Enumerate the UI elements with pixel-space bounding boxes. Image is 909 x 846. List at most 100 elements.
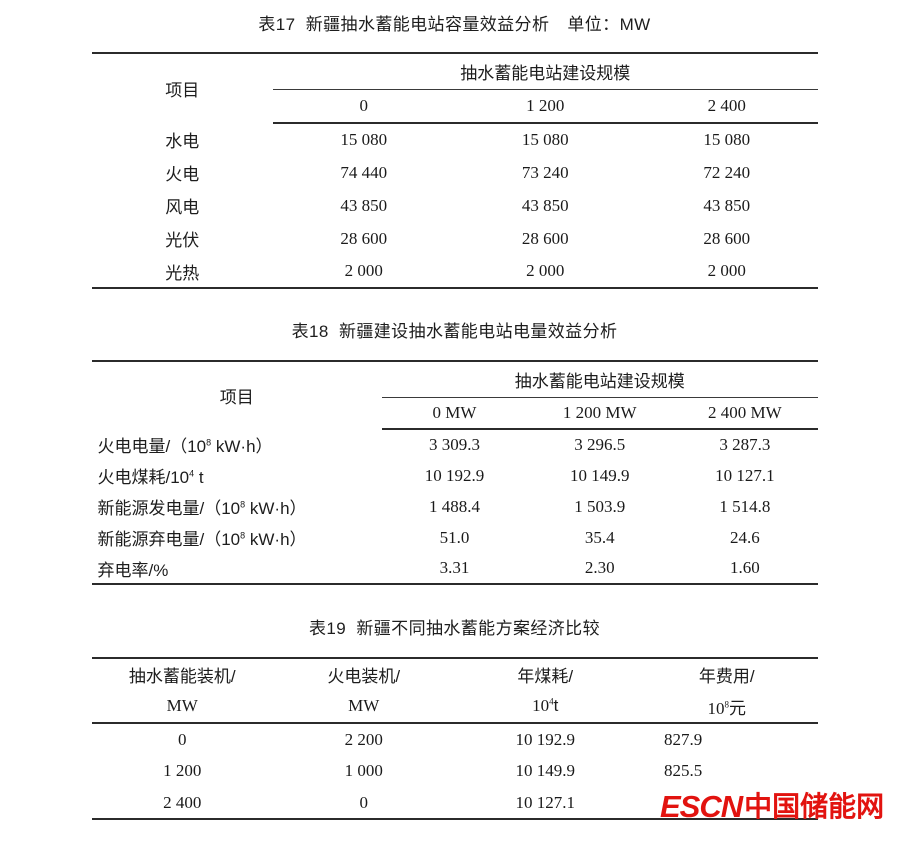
table17-row-label-header: 项目 [91, 52, 273, 123]
table18-row2-label: 新能源发电量/（108 kW·h） [92, 491, 382, 522]
table17-row4-col0: 2 000 [273, 255, 455, 289]
table19-header2-unit-sup: 4 [549, 696, 554, 707]
table17-row4-col2: 2 000 [636, 255, 818, 289]
table19-row1-col0: 1 200 [163, 761, 202, 780]
table19-row1-col3: 825.5 [664, 761, 703, 780]
table18-row1-col2: 10 127.1 [715, 465, 775, 485]
table17-row1-col1: 73 240 [521, 162, 569, 182]
table19-header1-line2: MW [273, 690, 455, 724]
table-row: 2 400 0 10 127.1 [91, 787, 818, 820]
table-row: 火电电量/（108 kW·h） 3 309.3 3 296.5 3 287.3 [92, 429, 818, 460]
table18-row1-label: 火电煤耗/104 t [92, 460, 382, 491]
table18-col-header-2: 2 400 MW [672, 397, 818, 430]
table17-wrapper: 项目 抽水蓄能电站建设规模 0 1 200 2 400 水电 15 080 15… [91, 52, 818, 289]
table18-column-header-row: 0 MW 1 200 MW 2 400 MW [92, 397, 818, 430]
table17-caption-unit: 单位：MW [567, 15, 651, 34]
table18-row2-col1: 1 503.9 [574, 496, 626, 516]
table19-header3-line2: 108元 [636, 690, 818, 724]
table17-caption-text: 表17 新疆抽水蓄能电站容量效益分析 [258, 15, 550, 34]
table19-header-row-1: 抽水蓄能装机/ 火电装机/ 年煤耗/ 年费用/ [91, 657, 818, 690]
table17-column-header-row: 0 1 200 2 400 [92, 89, 818, 124]
table18-row3-col2: 24.6 [730, 527, 760, 547]
table18-row0-col0: 3 309.3 [429, 435, 480, 454]
table19-row0-col1: 2 200 [344, 729, 383, 749]
table19-row2-col2: 10 127.1 [454, 787, 636, 820]
table17-row3-col2: 28 600 [703, 228, 751, 248]
table18-row3-label-sup: 8 [240, 530, 246, 541]
table18-caption: 表18 新疆建设抽水蓄能电站电量效益分析 [291, 322, 618, 341]
table-row: 新能源弃电量/（108 kW·h） 51.0 35.4 24.6 [92, 522, 818, 553]
table17-row0-label: 水电 [165, 132, 200, 151]
table18-row0-label-pre: 火电电量/（10 [97, 437, 207, 456]
watermark-brand-latin: ESCN [660, 789, 743, 824]
table17-row0-col0: 15 080 [340, 130, 388, 149]
table18-row3-label-pre: 新能源弃电量/（10 [97, 530, 241, 549]
table-row: 火电 74 440 73 240 72 240 [92, 156, 818, 189]
table-row: 光伏 28 600 28 600 28 600 [92, 222, 818, 255]
table19-header2-line1: 年煤耗/ [454, 657, 636, 690]
table17-row2-label: 风电 [165, 198, 200, 217]
table18-row1-col1: 10 149.9 [569, 465, 630, 485]
table17-row1-label: 火电 [165, 165, 200, 184]
escn-watermark-logo: ESCN 中国储能网 [660, 791, 884, 822]
table18-row2-col0: 1 488.4 [429, 496, 480, 516]
table18-wrapper: 项目 抽水蓄能电站建设规模 0 MW 1 200 MW 2 400 MW 火电电… [91, 360, 818, 585]
table17-col-header-0: 0 [273, 89, 455, 124]
table19-header0-line2: MW [91, 690, 273, 724]
table19-header3-line1: 年费用/ [636, 657, 818, 690]
table18-col-header-0: 0 MW [381, 397, 528, 430]
table18-row1-col0: 10 192.9 [424, 465, 485, 485]
table17-row4-col1: 2 000 [454, 255, 636, 289]
table19-wrapper: 抽水蓄能装机/ 火电装机/ 年煤耗/ 年费用/ MW MW 104t 108元 … [91, 657, 818, 820]
table19-row2-col3 [636, 787, 818, 820]
table17-group-header: 抽水蓄能电站建设规模 [273, 52, 818, 90]
table18-row1-label-post: t [194, 468, 204, 487]
table18-row4-col2: 1.60 [672, 553, 818, 585]
table19-caption: 表19 新疆不同抽水蓄能方案经济比较 [309, 619, 600, 638]
table19: 抽水蓄能装机/ 火电装机/ 年煤耗/ 年费用/ MW MW 104t 108元 … [91, 657, 818, 820]
table17-col-header-1: 1 200 [454, 89, 636, 124]
table19-row2-col1: 0 [273, 787, 455, 820]
table18-group-header: 抽水蓄能电站建设规模 [381, 360, 818, 398]
table19-row1-col2: 10 149.9 [515, 761, 576, 780]
table19-header0-line1: 抽水蓄能装机/ [91, 657, 273, 690]
table19-header3-unit-pre: 10 [707, 698, 725, 718]
table-row: 弃电率/% 3.31 2.30 1.60 [91, 553, 818, 585]
table19-header1-line1: 火电装机/ [273, 657, 455, 690]
table18-row4-label: 弃电率/% [91, 553, 382, 585]
table18-row0-label: 火电电量/（108 kW·h） [92, 429, 382, 460]
table17-caption: 表17 新疆抽水蓄能电站容量效益分析 单位：MW [0, 10, 909, 35]
table-row: 水电 15 080 15 080 15 080 [92, 123, 818, 156]
table17: 项目 抽水蓄能电站建设规模 0 1 200 2 400 水电 15 080 15… [91, 52, 818, 289]
table19-header2-unit-post: t [553, 696, 559, 715]
table18-row0-col1: 3 296.5 [574, 435, 626, 454]
table17-row0-col2: 15 080 [703, 130, 751, 149]
table18-row3-col0: 51.0 [439, 527, 470, 547]
table18-row0-label-post: kW·h） [211, 437, 273, 456]
table18-row2-col2: 1 514.8 [719, 496, 771, 516]
table19-header2-line2: 104t [454, 690, 636, 724]
table19-row1-col1: 1 000 [344, 761, 383, 780]
table17-row2-col2: 43 850 [703, 195, 751, 215]
table18-col-header-1: 1 200 MW [527, 397, 673, 430]
table18-group-header-row: 项目 抽水蓄能电站建设规模 [91, 360, 818, 429]
table18-row3-label: 新能源弃电量/（108 kW·h） [92, 522, 382, 553]
table17-group-header-row: 项目 抽水蓄能电站建设规模 [91, 52, 818, 123]
table18-row4-label-pre: 弃电率/% [97, 560, 169, 580]
table17-col-header-2: 2 400 [636, 89, 818, 124]
table18-row4-col0: 3.31 [381, 553, 528, 585]
table18-row1-label-pre: 火电煤耗/10 [97, 468, 190, 487]
table-row: 1 200 1 000 10 149.9 825.5 [92, 755, 818, 787]
table17-row1-col0: 74 440 [340, 162, 388, 182]
table18: 项目 抽水蓄能电站建设规模 0 MW 1 200 MW 2 400 MW 火电电… [91, 360, 818, 585]
table19-header3-unit-sup: 8 [724, 698, 730, 709]
table18-row4-col1: 2.30 [527, 553, 673, 585]
table18-row1-label-sup: 4 [189, 468, 195, 479]
table18-row-label-header: 项目 [91, 360, 382, 429]
table18-row0-label-sup: 8 [206, 437, 212, 448]
table18-row2-label-sup: 8 [240, 499, 246, 510]
table19-header1-unit-pre: MW [348, 696, 380, 715]
table19-header3-unit-post: 元 [729, 698, 746, 718]
table17-row3-label: 光伏 [165, 231, 200, 250]
